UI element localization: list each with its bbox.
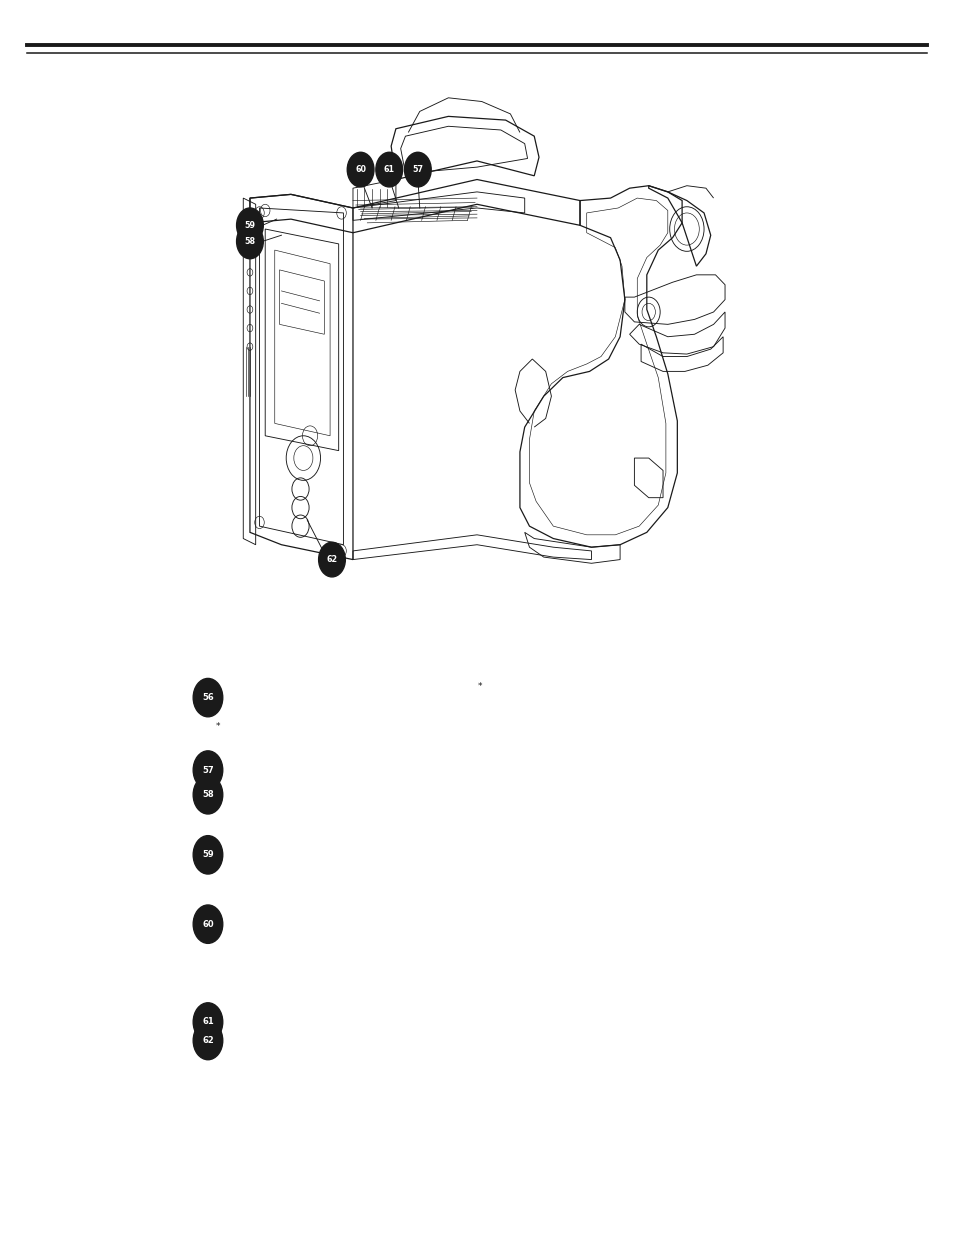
Text: 58: 58 <box>202 790 213 800</box>
Text: *: * <box>477 682 481 691</box>
Circle shape <box>193 1021 223 1060</box>
Circle shape <box>236 224 263 259</box>
Text: *: * <box>215 722 219 730</box>
Text: 60: 60 <box>202 920 213 928</box>
Text: 61: 61 <box>202 1018 213 1026</box>
Circle shape <box>193 905 223 943</box>
Circle shape <box>193 1003 223 1041</box>
Text: 61: 61 <box>383 165 395 175</box>
Text: 57: 57 <box>412 165 423 175</box>
Circle shape <box>193 750 223 790</box>
Text: 60: 60 <box>355 165 366 175</box>
Circle shape <box>318 542 345 577</box>
Text: 59: 59 <box>244 220 255 230</box>
Text: 62: 62 <box>202 1036 213 1045</box>
Text: 62: 62 <box>326 555 337 565</box>
Circle shape <box>193 775 223 815</box>
Text: 57: 57 <box>202 765 213 775</box>
Text: 59: 59 <box>202 851 213 859</box>
Text: 56: 56 <box>202 693 213 702</box>
Circle shape <box>193 678 223 717</box>
Circle shape <box>375 152 402 187</box>
Circle shape <box>193 836 223 874</box>
Circle shape <box>347 152 374 187</box>
Circle shape <box>404 152 431 187</box>
Circle shape <box>236 208 263 243</box>
Text: 58: 58 <box>244 236 255 246</box>
